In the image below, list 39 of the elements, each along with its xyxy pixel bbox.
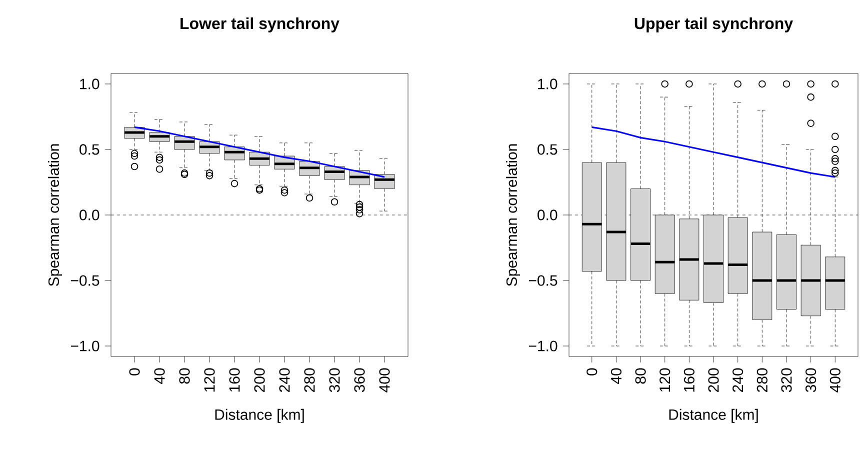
y-tick-label: 0.0 [80, 210, 100, 220]
y-tick-label: 0.5 [538, 144, 558, 155]
y-tick-label: −0.5 [528, 275, 558, 286]
x-axis-title: Distance [km] [669, 408, 758, 423]
y-axis-title: Spearman correlation [48, 144, 62, 286]
x-tick-label: 120 [204, 368, 215, 392]
y-tick-label: 0.5 [80, 144, 100, 155]
x-tick-label: 360 [354, 368, 365, 392]
x-tick-label: 80 [179, 368, 190, 384]
y-tick-label: 1.0 [538, 78, 558, 90]
y-tick-label: 0.0 [538, 210, 558, 220]
x-tick-label: 280 [756, 368, 768, 392]
y-tick-label: −0.5 [70, 275, 100, 286]
x-axis-title: Distance [km] [215, 408, 304, 423]
x-tick-label: 200 [254, 368, 265, 392]
x-tick-label: 40 [154, 368, 165, 384]
x-tick-label: 400 [830, 368, 840, 392]
y-tick-label: −1.0 [70, 340, 100, 352]
line-series [591, 126, 836, 178]
x-tick-label: 0 [129, 368, 140, 376]
x-tick-label: 160 [684, 368, 694, 392]
x-tick-label: 240 [732, 368, 744, 392]
y-tick-label: −1.0 [528, 340, 558, 352]
y-tick-label: 1.0 [80, 78, 100, 90]
x-tick-label: 120 [660, 368, 670, 392]
x-tick-label: 80 [635, 368, 646, 384]
x-tick-label: 360 [806, 368, 816, 392]
y-axis-title: Spearman correlation [506, 144, 520, 286]
x-tick-label: 0 [586, 368, 598, 376]
x-tick-label: 400 [379, 368, 390, 392]
x-tick-label: 160 [229, 368, 240, 392]
x-tick-label: 200 [708, 368, 719, 392]
x-tick-label: 240 [279, 368, 290, 392]
chart-title: Upper tail synchrony [634, 17, 793, 32]
x-tick-label: 320 [781, 368, 792, 392]
x-tick-label: 280 [304, 368, 315, 392]
chart-title: Lower tail synchrony [180, 17, 340, 32]
x-tick-label: 40 [610, 368, 622, 384]
x-tick-label: 320 [329, 368, 340, 392]
